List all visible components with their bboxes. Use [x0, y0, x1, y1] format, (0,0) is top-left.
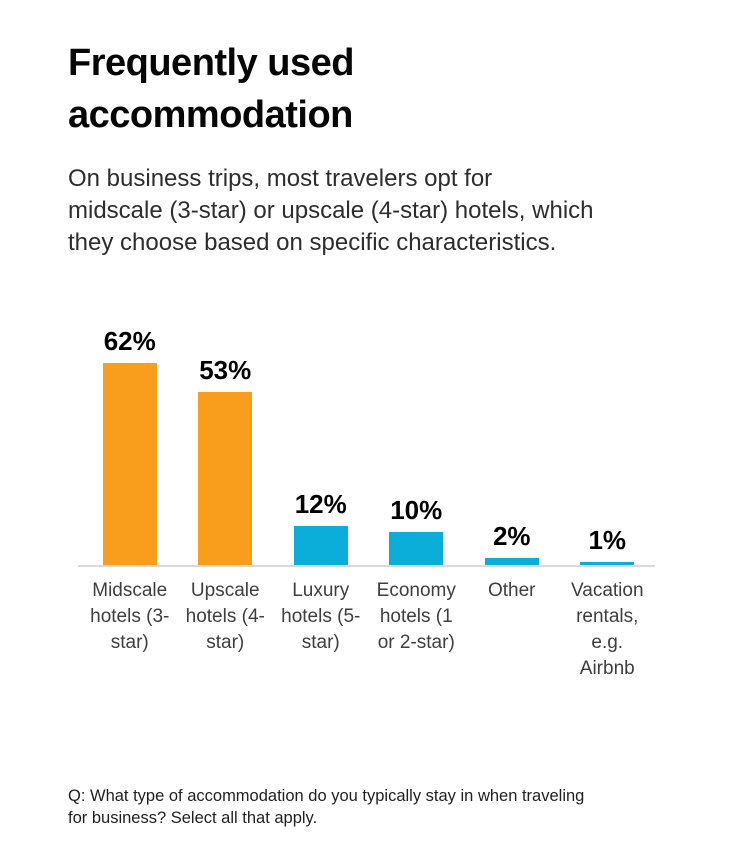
bar-value-label-vacation-rentals-e-g-airbnb: 1% — [588, 524, 627, 555]
bar-economy-hotels-1-or-2-star — [389, 532, 444, 565]
chart-column-luxury-hotels-5-star: 12% — [273, 489, 369, 565]
page-title: Frequently used accommodation — [68, 42, 355, 136]
x-axis-category-label-midscale-hotels-3-star: Midscale hotels (3- star) — [90, 580, 170, 653]
chart-column-other: 2% — [464, 521, 560, 565]
accommodation-bar-chart: 62% 53% 12% 10% 2% 1% Midscale hotels (3- star)… — [78, 321, 655, 682]
x-axis-category-label-luxury-hotels-5-star: Luxury hotels (5- star) — [281, 580, 361, 653]
chart-column-upscale-hotels-4-star: 53% — [178, 355, 274, 565]
bar-value-label-midscale-hotels-3-star: 62% — [103, 325, 156, 356]
chart-columns: 62% 53% 12% 10% 2% 1% — [78, 321, 655, 565]
bar-vacation-rentals-e-g-airbnb — [580, 561, 635, 565]
survey-question-footnote: Q: What type of accommodation do you typ… — [68, 787, 585, 827]
x-axis-line — [78, 565, 655, 567]
chart-column-vacation-rentals-e-g-airbnb: 1% — [560, 525, 656, 565]
page-subtitle: On business trips, most travelers opt fo… — [68, 165, 594, 256]
bar-other — [484, 558, 539, 565]
bar-value-label-upscale-hotels-4-star: 53% — [199, 355, 252, 386]
x-axis-category-label-vacation-rentals-e-g-airbnb: Vacation rentals, e.g. Airbnb — [570, 580, 644, 679]
bar-value-label-other: 2% — [492, 521, 531, 552]
chart-column-economy-hotels-1-or-2-star: 10% — [369, 495, 465, 565]
chart-column-midscale-hotels-3-star: 62% — [82, 326, 178, 565]
bar-luxury-hotels-5-star — [293, 525, 348, 565]
bar-midscale-hotels-3-star — [102, 362, 157, 565]
x-axis-labels: Midscale hotels (3- star) Upscale hotels (4-… — [78, 578, 655, 682]
x-axis-category-label-upscale-hotels-4-star: Upscale hotels (4- star) — [185, 580, 265, 653]
x-axis-category-label-economy-hotels-1-or-2-star: Economy hotels (1 or 2-star) — [376, 580, 456, 653]
x-axis-category-label-other: Other — [487, 580, 536, 601]
bar-upscale-hotels-4-star — [198, 392, 253, 565]
bar-value-label-luxury-hotels-5-star: 12% — [294, 488, 347, 519]
bar-value-label-economy-hotels-1-or-2-star: 10% — [390, 495, 443, 526]
